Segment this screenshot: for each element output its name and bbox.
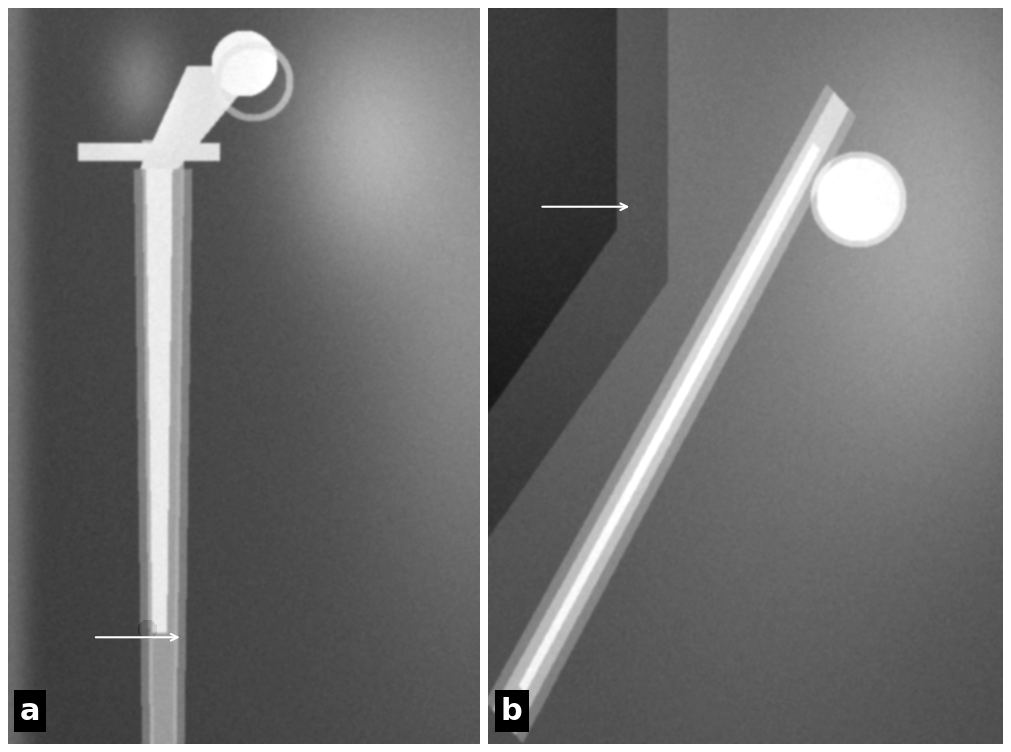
Text: a: a bbox=[20, 696, 40, 726]
Text: b: b bbox=[500, 696, 523, 726]
